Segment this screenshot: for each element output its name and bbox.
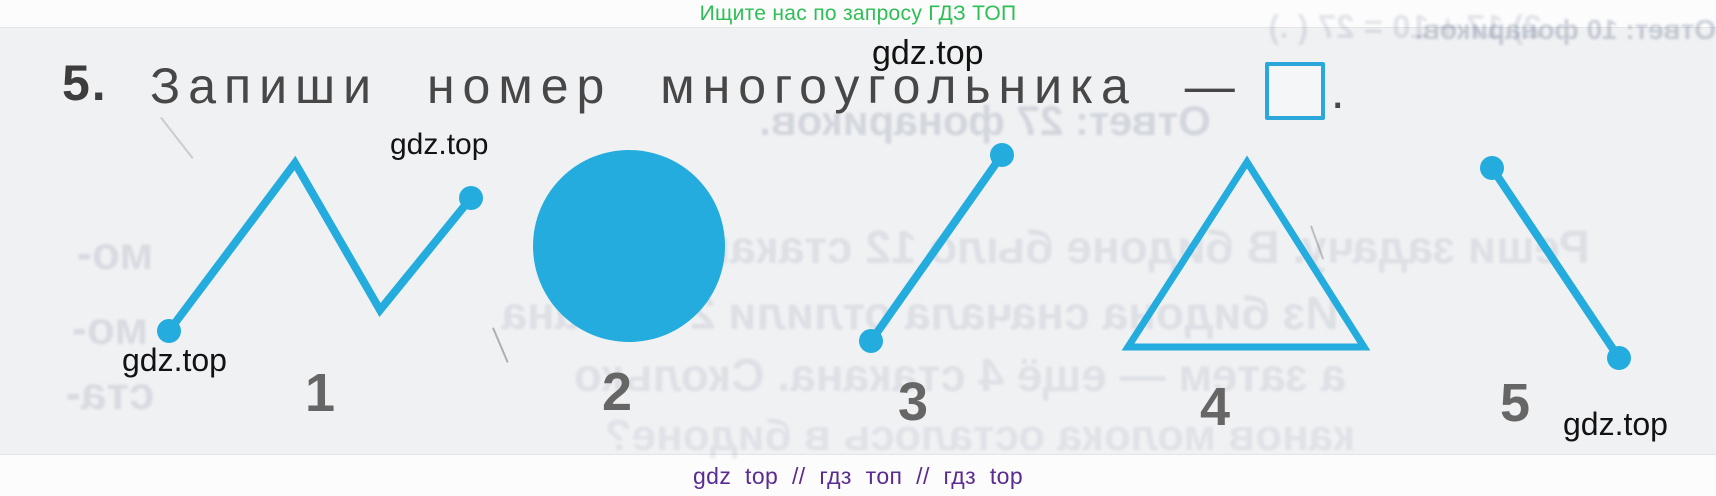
endpoint-dot xyxy=(1607,346,1631,370)
gdz-watermark: gdz.top xyxy=(1563,406,1668,442)
figure-label-1: 1 xyxy=(304,363,336,423)
figure-zigzag-polyline xyxy=(165,155,475,334)
problem-suffix: . xyxy=(1330,62,1345,119)
figure-segment xyxy=(1488,165,1623,361)
footer-watermark-text: gdz top // гдз топ // гдз top xyxy=(692,463,1024,489)
figure-triangle-outline xyxy=(1121,155,1371,351)
figure-label-3: 3 xyxy=(897,372,929,432)
answer-box xyxy=(1264,62,1325,120)
figure-filled-circle xyxy=(533,150,725,342)
endpoint-dot xyxy=(1480,156,1504,180)
endpoint-dot xyxy=(990,143,1014,167)
figure-label-5: 5 xyxy=(1499,373,1531,433)
scanned-page-background xyxy=(0,27,1716,455)
endpoint-dot xyxy=(157,319,181,343)
gdz-watermark: gdz.top xyxy=(390,128,489,161)
problem-number: 5. xyxy=(62,55,108,111)
figure-label-4: 4 xyxy=(1199,377,1231,437)
endpoint-dot xyxy=(459,186,483,210)
figure-segment xyxy=(867,152,1006,344)
problem-title: Запиши номер многоугольника — . xyxy=(150,54,1345,120)
promo-banner-text: Ищите нас по запросу ГДЗ ТОП xyxy=(699,2,1017,25)
problem-text: Запиши номер многоугольника — xyxy=(150,58,1243,115)
figure-label-2: 2 xyxy=(601,362,633,422)
gdz-watermark: gdz.top xyxy=(872,34,984,72)
gdz-watermark: gdz.top xyxy=(122,342,227,378)
endpoint-dot xyxy=(859,329,883,353)
